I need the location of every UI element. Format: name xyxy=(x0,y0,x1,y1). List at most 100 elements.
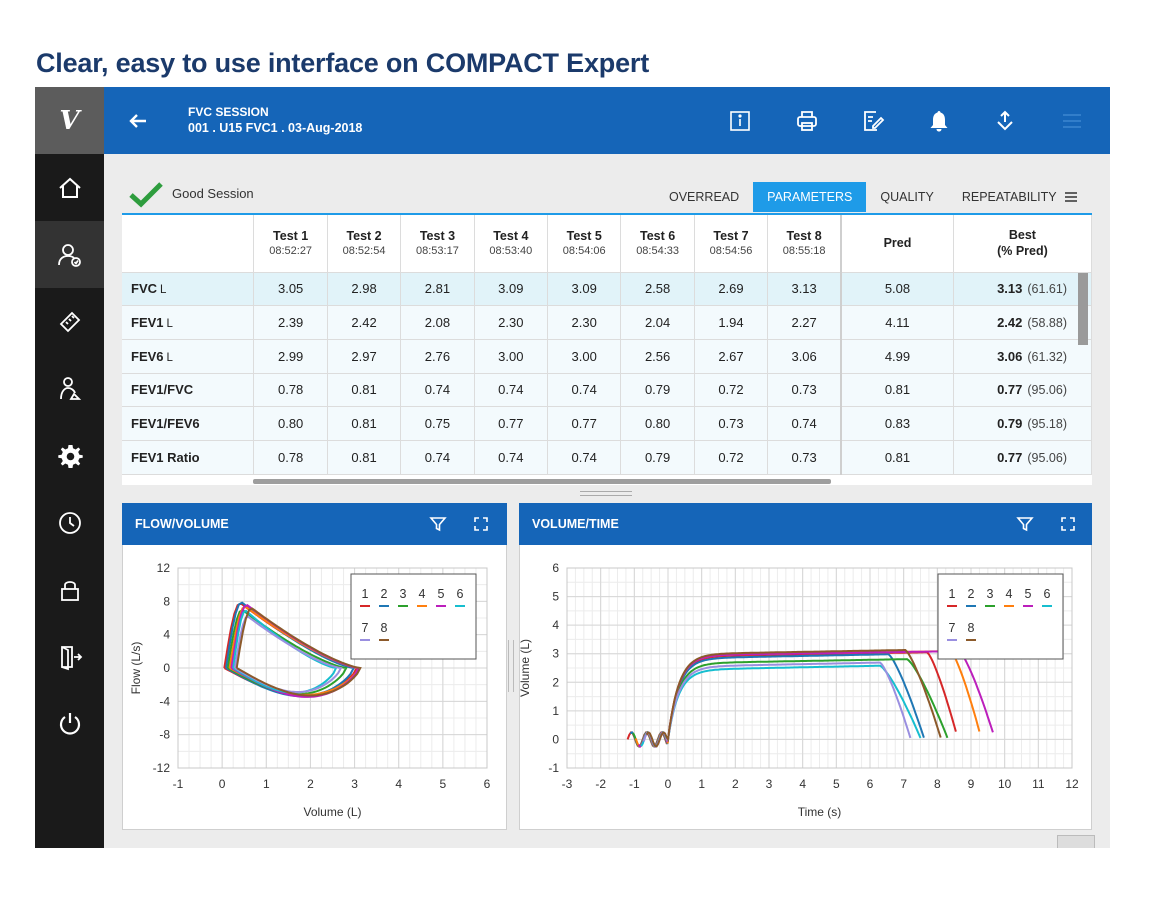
flow-volume-x-axis-label: Volume (L) xyxy=(303,805,361,819)
test-name: Test 5 xyxy=(566,229,602,244)
legend-label: 5 xyxy=(1025,587,1032,601)
y-tick-label: 4 xyxy=(163,628,170,642)
header-test-cell[interactable]: Test 3 08:53:17 xyxy=(400,215,475,273)
session-status: Good Session xyxy=(172,186,254,201)
y-tick-label: 12 xyxy=(157,561,171,575)
nav-power[interactable] xyxy=(35,690,104,757)
hamburger-icon xyxy=(1064,192,1077,202)
value-cell: 3.00 xyxy=(474,339,549,374)
tab-parameters[interactable]: PARAMETERS xyxy=(753,182,867,212)
header-test-cell[interactable]: Test 1 08:52:27 xyxy=(253,215,328,273)
nav-exit[interactable] xyxy=(35,623,104,690)
x-tick-label: 10 xyxy=(998,777,1012,791)
parameters-table: Test 1 08:52:27 Test 2 08:52:54 Test 3 08:53:… xyxy=(122,215,1092,475)
value-cell: 2.67 xyxy=(694,339,769,374)
value-cell: 2.42 xyxy=(327,305,402,340)
value-cell: 0.72 xyxy=(694,373,769,408)
tab-bar: OVERREAD PARAMETERS QUALITY REPEATABILIT… xyxy=(655,182,1093,212)
table-row[interactable]: FVC L 3.05 2.98 2.81 3.09 3.09 2.58 2.69 3.13 5.08… xyxy=(122,272,1092,307)
plot-frame xyxy=(177,567,488,769)
table-row[interactable]: FEV1 Ratio 0.78 0.81 0.74 0.74 0.74 0.79 0.72 0.… xyxy=(122,440,1092,475)
value-cell: 3.09 xyxy=(547,272,622,307)
header-test-cell[interactable]: Test 4 08:53:40 xyxy=(474,215,549,273)
table-row[interactable]: FEV1/FVC 0.78 0.81 0.74 0.74 0.74 0.79 0.72 0.73… xyxy=(122,373,1092,408)
menu-button[interactable] xyxy=(1058,107,1086,135)
checkmark-icon xyxy=(129,182,163,208)
info-button[interactable] xyxy=(726,107,754,135)
y-tick-label: -1 xyxy=(548,761,559,775)
header-test-cell[interactable]: Test 2 08:52:54 xyxy=(327,215,402,273)
nav-calibration[interactable] xyxy=(35,288,104,355)
test-time: 08:52:54 xyxy=(342,245,386,258)
tab-overread[interactable]: OVERREAD xyxy=(669,190,740,204)
nav-operator[interactable] xyxy=(35,355,104,422)
nav-home[interactable] xyxy=(35,154,104,221)
x-tick-label: 3 xyxy=(351,777,358,791)
filter-icon[interactable] xyxy=(429,515,447,533)
nav-settings[interactable] xyxy=(35,422,104,489)
volume-time-series-8 xyxy=(645,649,942,748)
table-row[interactable]: FEV1 L 2.39 2.42 2.08 2.30 2.30 2.04 1.94 2.27 4.1… xyxy=(122,305,1092,340)
parameters-table-container: Test 1 08:52:27 Test 2 08:52:54 Test 3 08:53:… xyxy=(122,213,1092,485)
splitter-handle[interactable] xyxy=(580,491,632,496)
best-header-label: Best xyxy=(1008,228,1036,243)
header-test-cell[interactable]: Test 5 08:54:06 xyxy=(547,215,622,273)
param-name: FEV1/FVC xyxy=(131,382,194,398)
bell-icon xyxy=(930,111,948,132)
volume-time-x-axis-label: Time (s) xyxy=(798,805,842,819)
row-label: FEV1 L xyxy=(122,305,255,340)
nav-patient[interactable] xyxy=(35,221,104,288)
header-test-cell[interactable]: Test 8 08:55:18 xyxy=(767,215,842,273)
print-button[interactable] xyxy=(793,107,821,135)
nav-lock[interactable] xyxy=(35,556,104,623)
expand-icon[interactable] xyxy=(1059,515,1077,533)
panel-splitter[interactable] xyxy=(508,640,514,692)
legend-label: 4 xyxy=(1006,587,1013,601)
value-cell: 2.99 xyxy=(253,339,328,374)
best-cell: 3.06 (61.32) xyxy=(953,339,1092,374)
tab-repeatability-label: REPEATABILITY xyxy=(961,190,1057,204)
best-cell: 2.42 (58.88) xyxy=(953,305,1092,340)
expand-icon[interactable] xyxy=(472,515,490,533)
volume-time-series-7 xyxy=(642,661,912,748)
tab-repeatability[interactable]: REPEATABILITY xyxy=(948,182,1093,212)
sidebar: V xyxy=(35,87,104,848)
value-cell: 2.08 xyxy=(400,305,475,340)
table-row[interactable]: FEV6 L 2.99 2.97 2.76 3.00 3.00 2.56 2.67 3.06 4.9… xyxy=(122,339,1092,374)
upload-button[interactable] xyxy=(991,107,1019,135)
test-time: 08:54:56 xyxy=(709,245,753,258)
test-name: Test 7 xyxy=(713,229,749,244)
param-unit: L xyxy=(166,318,173,331)
value-cell: 2.97 xyxy=(327,339,402,374)
table-row[interactable]: FEV1/FEV6 0.80 0.81 0.75 0.77 0.77 0.80 0.73 0.7… xyxy=(122,406,1092,441)
tab-quality[interactable]: QUALITY xyxy=(880,190,934,204)
header-test-cell[interactable]: Test 7 08:54:56 xyxy=(694,215,769,273)
nav-history[interactable] xyxy=(35,489,104,556)
back-button[interactable] xyxy=(104,87,172,154)
header-bar: FVC SESSION 001 . U15 FVC1 . 03-Aug-2018 xyxy=(104,87,1110,154)
table-vertical-scrollbar[interactable] xyxy=(1078,273,1088,345)
scroll-top-button[interactable] xyxy=(1057,835,1095,848)
row-label: FVC L xyxy=(122,272,255,307)
exit-icon xyxy=(60,645,82,670)
test-time: 08:55:18 xyxy=(782,245,826,258)
volume-time-series-6 xyxy=(640,664,922,748)
x-tick-label: 5 xyxy=(833,777,840,791)
page-headline: Clear, easy to use interface on COMPACT … xyxy=(36,48,649,78)
table-horizontal-scrollbar[interactable] xyxy=(253,479,831,484)
value-cell: 2.30 xyxy=(547,305,622,340)
filter-icon[interactable] xyxy=(1016,515,1034,533)
y-tick-label: 2 xyxy=(552,675,559,689)
legend-label: 2 xyxy=(381,587,388,601)
info-icon xyxy=(730,111,750,131)
edit-report-button[interactable] xyxy=(859,107,887,135)
x-tick-label: 1 xyxy=(263,777,270,791)
header-test-cell[interactable]: Test 6 08:54:33 xyxy=(620,215,695,273)
value-cell: 0.73 xyxy=(767,440,842,475)
value-cell: 0.74 xyxy=(547,440,622,475)
value-cell: 1.94 xyxy=(694,305,769,340)
value-cell: 0.78 xyxy=(253,373,328,408)
notifications-button[interactable] xyxy=(925,107,953,135)
volume-time-series-3 xyxy=(632,658,949,748)
